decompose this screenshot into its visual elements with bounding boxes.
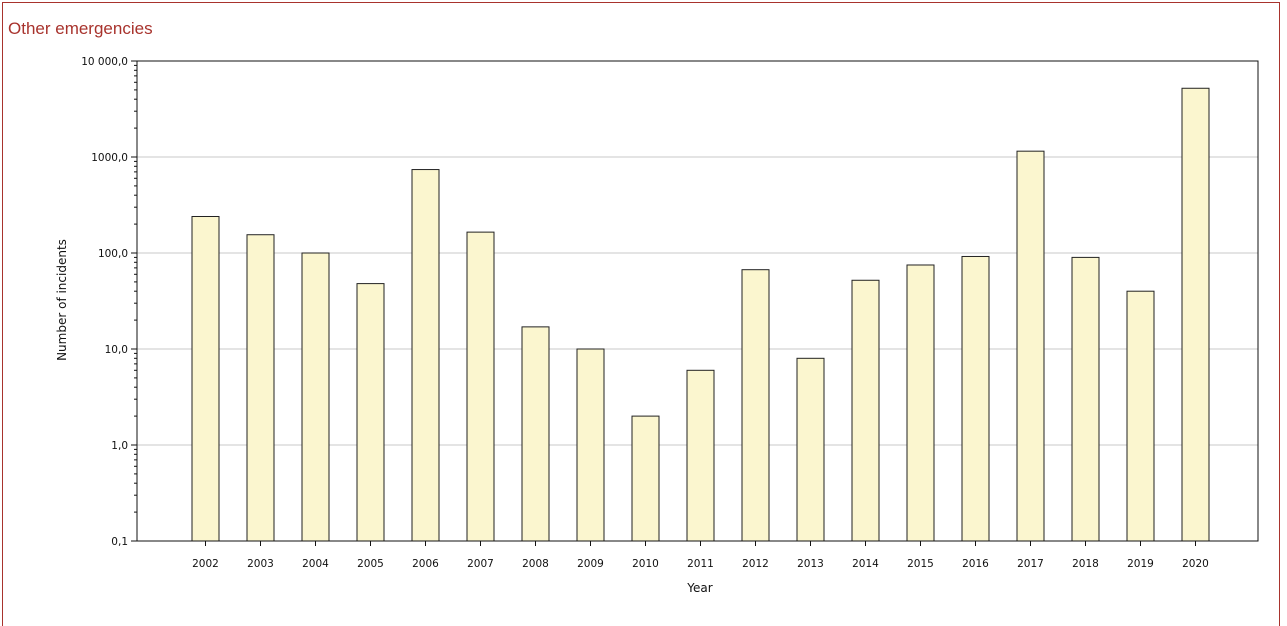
y-tick-label: 1000,0 — [91, 152, 128, 164]
bar-2002 — [191, 215, 220, 542]
y-tick-label: 10,0 — [105, 344, 128, 356]
x-tick-label: 2003 — [247, 558, 274, 570]
y-tick-label: 10 000,0 — [81, 56, 128, 68]
x-tick-label: 2010 — [632, 558, 659, 570]
bar-2017 — [1016, 150, 1045, 542]
bar-2015 — [906, 264, 935, 542]
x-tick-label: 2004 — [302, 558, 329, 570]
bar-2013 — [796, 357, 825, 542]
x-tick-label: 2002 — [192, 558, 219, 570]
x-tick-label: 2012 — [742, 558, 769, 570]
plot-border — [136, 60, 1259, 542]
bar-2006 — [411, 169, 440, 542]
bar-2019 — [1126, 290, 1155, 542]
bar-2018 — [1071, 256, 1100, 542]
x-tick-label: 2005 — [357, 558, 384, 570]
bar-2009 — [576, 348, 605, 542]
bar-2020 — [1181, 87, 1210, 542]
bar-2007 — [466, 231, 495, 542]
x-tick-label: 2015 — [907, 558, 934, 570]
x-tick-label: 2013 — [797, 558, 824, 570]
x-tick-labels: 2002 2003 2004 2005 2006 2007 2008 2009 2010 2011… — [192, 558, 1209, 570]
bar-2005 — [356, 283, 385, 542]
y-tick-labels: 0,1 1,0 10,0 100,0 1000,0 10 000,0 — [81, 56, 128, 548]
x-tick-label: 2016 — [962, 558, 989, 570]
bar-2003 — [246, 234, 275, 542]
bar-2012 — [741, 269, 770, 542]
x-tick-label: 2017 — [1017, 558, 1044, 570]
x-axis-title: Year — [686, 581, 712, 595]
y-tick-label: 1,0 — [111, 440, 128, 452]
bars — [191, 87, 1210, 542]
x-tick-label: 2009 — [577, 558, 604, 570]
x-tick-label: 2014 — [852, 558, 879, 570]
x-tick-label: 2011 — [687, 558, 714, 570]
bar-2011 — [686, 369, 715, 542]
bar-2016 — [961, 255, 990, 542]
x-tick-label: 2007 — [467, 558, 494, 570]
y-tick-label: 0,1 — [111, 536, 128, 548]
y-axis-title: Number of incidents — [55, 239, 69, 361]
x-tick-label: 2019 — [1127, 558, 1154, 570]
bar-2014 — [851, 279, 880, 542]
bar-2008 — [521, 326, 550, 542]
x-tick-label: 2006 — [412, 558, 439, 570]
x-tick-label: 2020 — [1182, 558, 1209, 570]
chart-title: Other emergencies — [8, 19, 153, 38]
bar-2010 — [631, 415, 660, 542]
y-tick-label: 100,0 — [98, 248, 128, 260]
bar-2004 — [301, 252, 330, 542]
x-tick-label: 2018 — [1072, 558, 1099, 570]
axes — [131, 60, 1259, 546]
x-tick-label: 2008 — [522, 558, 549, 570]
